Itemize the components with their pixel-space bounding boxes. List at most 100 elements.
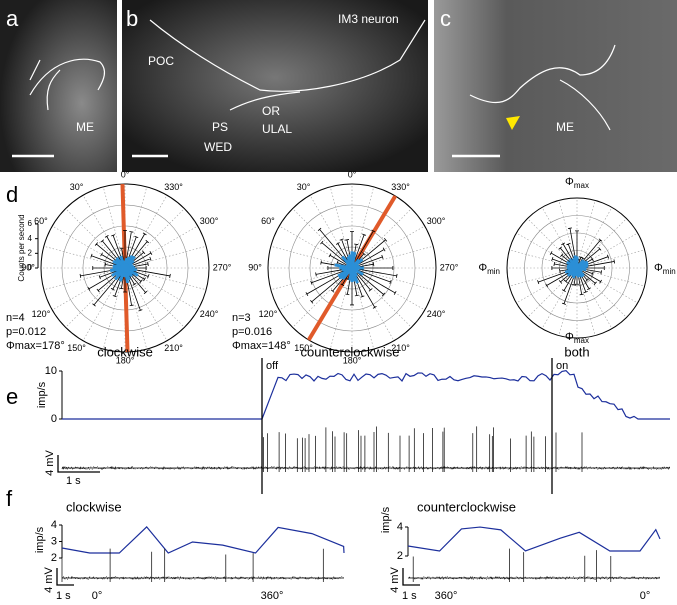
phi-label: Φmax (565, 331, 589, 345)
rate-trace (61, 526, 345, 554)
spoke (576, 200, 596, 269)
axis-label: imp/s (34, 526, 46, 553)
spoke (558, 267, 578, 336)
phi-sub: min (663, 267, 676, 276)
stat-text: n=4 (6, 312, 25, 324)
phi-sub: max (574, 181, 589, 190)
scale-label: 1 s (66, 475, 81, 487)
angle-label: 60° (34, 216, 48, 226)
angle-label: 0° (121, 169, 130, 179)
neuron-c (469, 44, 616, 131)
region-label: POC (148, 54, 174, 68)
angle-label: 30° (297, 182, 311, 192)
arrowhead (506, 116, 520, 130)
rate-trace (62, 369, 670, 420)
phi-symbol: Φ (565, 176, 574, 188)
plot-title: counterclockwise (301, 344, 400, 359)
neuron-b (149, 19, 426, 111)
angle-label: 180° (343, 355, 362, 365)
region-label: OR (262, 104, 280, 118)
tick-label: 4 (397, 521, 403, 533)
phi-sub: min (487, 267, 500, 276)
angle-label: 330° (164, 182, 183, 192)
tick-label: 2 (51, 552, 57, 564)
panel-label: b (126, 6, 138, 31)
angle-label: 90° (248, 262, 262, 272)
phi-symbol: Φ (565, 331, 574, 343)
panel-label: d (6, 182, 18, 207)
region-label: ME (76, 120, 94, 134)
tick-label: 2 (397, 550, 403, 562)
angle-label: 60° (261, 216, 275, 226)
ring (506, 197, 648, 339)
angle-label: 120° (259, 309, 278, 319)
spoke (351, 245, 434, 269)
spoke (576, 267, 645, 287)
spoke (124, 267, 207, 291)
angle-label: 90° (21, 262, 35, 272)
trace-title: clockwise (66, 499, 122, 514)
angle-label: 180° (116, 355, 135, 365)
region-label: PS (212, 120, 228, 134)
stat-text: p=0.016 (232, 326, 272, 338)
scale-bars (56, 568, 74, 586)
region-label: WED (204, 140, 232, 154)
axis-label: Counts per second (17, 214, 26, 281)
neuron-label: IM3 neuron (338, 12, 399, 26)
scale-bars (57, 455, 100, 473)
error-bars (79, 229, 171, 312)
angle-label: 300° (200, 216, 219, 226)
image-b (122, 0, 428, 172)
center (120, 263, 130, 273)
error-bars (537, 227, 616, 305)
spoke (124, 267, 185, 328)
plot-title: clockwise (97, 344, 153, 359)
angle-label: 0° (348, 169, 357, 179)
angle-label: 240° (427, 309, 446, 319)
spoke (102, 186, 126, 269)
panel-label: c (440, 6, 451, 31)
spoke (65, 208, 126, 269)
scale-label: 4 mV (43, 567, 55, 593)
center (347, 263, 357, 273)
trace-title: counterclockwise (417, 499, 516, 514)
axis-label: imp/s (36, 381, 48, 408)
neuron-a (29, 58, 106, 111)
tick-label: 3 (51, 535, 57, 547)
spoke (124, 245, 207, 269)
center (572, 263, 582, 273)
tick-label: 4 (51, 519, 57, 531)
angle-label: 270° (213, 262, 232, 272)
angle-label: 330° (391, 182, 410, 192)
angle-label: 360° (435, 590, 458, 602)
stat-text: n=3 (232, 312, 251, 324)
region-label: ME (556, 120, 574, 134)
stat-text: p=0.012 (6, 326, 46, 338)
spoke (270, 267, 353, 291)
tick-label: 10 (45, 365, 57, 377)
angle-label: 270° (440, 262, 459, 272)
plot-title: both (564, 344, 589, 359)
panel-label: f (6, 486, 13, 511)
phi-symbol: Φ (478, 262, 487, 274)
angle-label: 150° (294, 343, 313, 353)
phi-symbol: Φ (654, 262, 663, 274)
spoke (351, 208, 412, 269)
spoke (329, 267, 353, 350)
image-c (434, 0, 677, 172)
spoke (329, 186, 353, 269)
phi-label: Φmin (478, 262, 500, 276)
error-bars (305, 227, 398, 309)
tick-label: 6 (28, 219, 33, 228)
tick-label: 2 (28, 248, 33, 257)
spoke (351, 267, 412, 328)
voltage-trace (407, 548, 660, 582)
spoke (124, 186, 148, 269)
voltage-trace (61, 426, 671, 472)
angle-label: 210° (391, 343, 410, 353)
stat-text: Φmax=178° (6, 340, 65, 352)
event-label: off (266, 360, 279, 372)
spoke (576, 267, 596, 336)
phi-label: Φmin (654, 262, 676, 276)
